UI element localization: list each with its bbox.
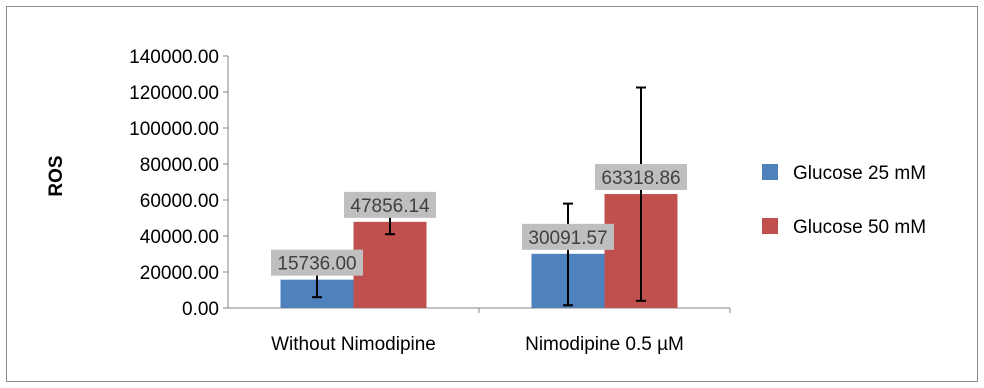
y-tick-label: 0.00 bbox=[182, 299, 219, 320]
legend-label: Glucose 25 mM bbox=[793, 163, 926, 184]
data-label: 47856.14 bbox=[350, 196, 430, 217]
data-label-box bbox=[522, 223, 614, 250]
legend: Glucose 25 mM Glucose 50 mM bbox=[762, 163, 926, 238]
y-tick-label: 120000.00 bbox=[129, 83, 219, 104]
category-label: Nimodipine 0.5 µM bbox=[525, 334, 684, 355]
y-axis-label: ROS bbox=[46, 155, 67, 196]
y-tick-label: 20000.00 bbox=[140, 263, 219, 284]
chart-frame bbox=[6, 6, 978, 382]
data-label: 30091.57 bbox=[528, 228, 607, 249]
y-axis-ticks: 0.00 20000.00 40000.00 60000.00 80000.00 1000… bbox=[129, 47, 228, 320]
data-label-box bbox=[271, 249, 363, 276]
category-labels: Without Nimodipine Nimodipine 0.5 µM bbox=[271, 308, 731, 355]
y-tick-label: 60000.00 bbox=[140, 191, 219, 212]
category-label: Without Nimodipine bbox=[271, 334, 436, 355]
y-tick-label: 40000.00 bbox=[140, 227, 219, 248]
y-tick-label: 140000.00 bbox=[129, 47, 219, 68]
legend-swatch bbox=[762, 218, 778, 234]
bar bbox=[353, 221, 427, 308]
data-labels: 15736.00 47856.14 30091.57 63318.86 bbox=[271, 164, 687, 276]
y-tick-label: 80000.00 bbox=[140, 155, 219, 176]
data-label: 15736.00 bbox=[277, 254, 356, 275]
legend-label: Glucose 50 mM bbox=[793, 217, 926, 238]
y-tick-label: 100000.00 bbox=[129, 119, 219, 140]
data-label: 63318.86 bbox=[601, 168, 680, 189]
data-label-box bbox=[344, 191, 436, 218]
data-label-box bbox=[595, 164, 687, 191]
legend-swatch bbox=[762, 164, 778, 180]
